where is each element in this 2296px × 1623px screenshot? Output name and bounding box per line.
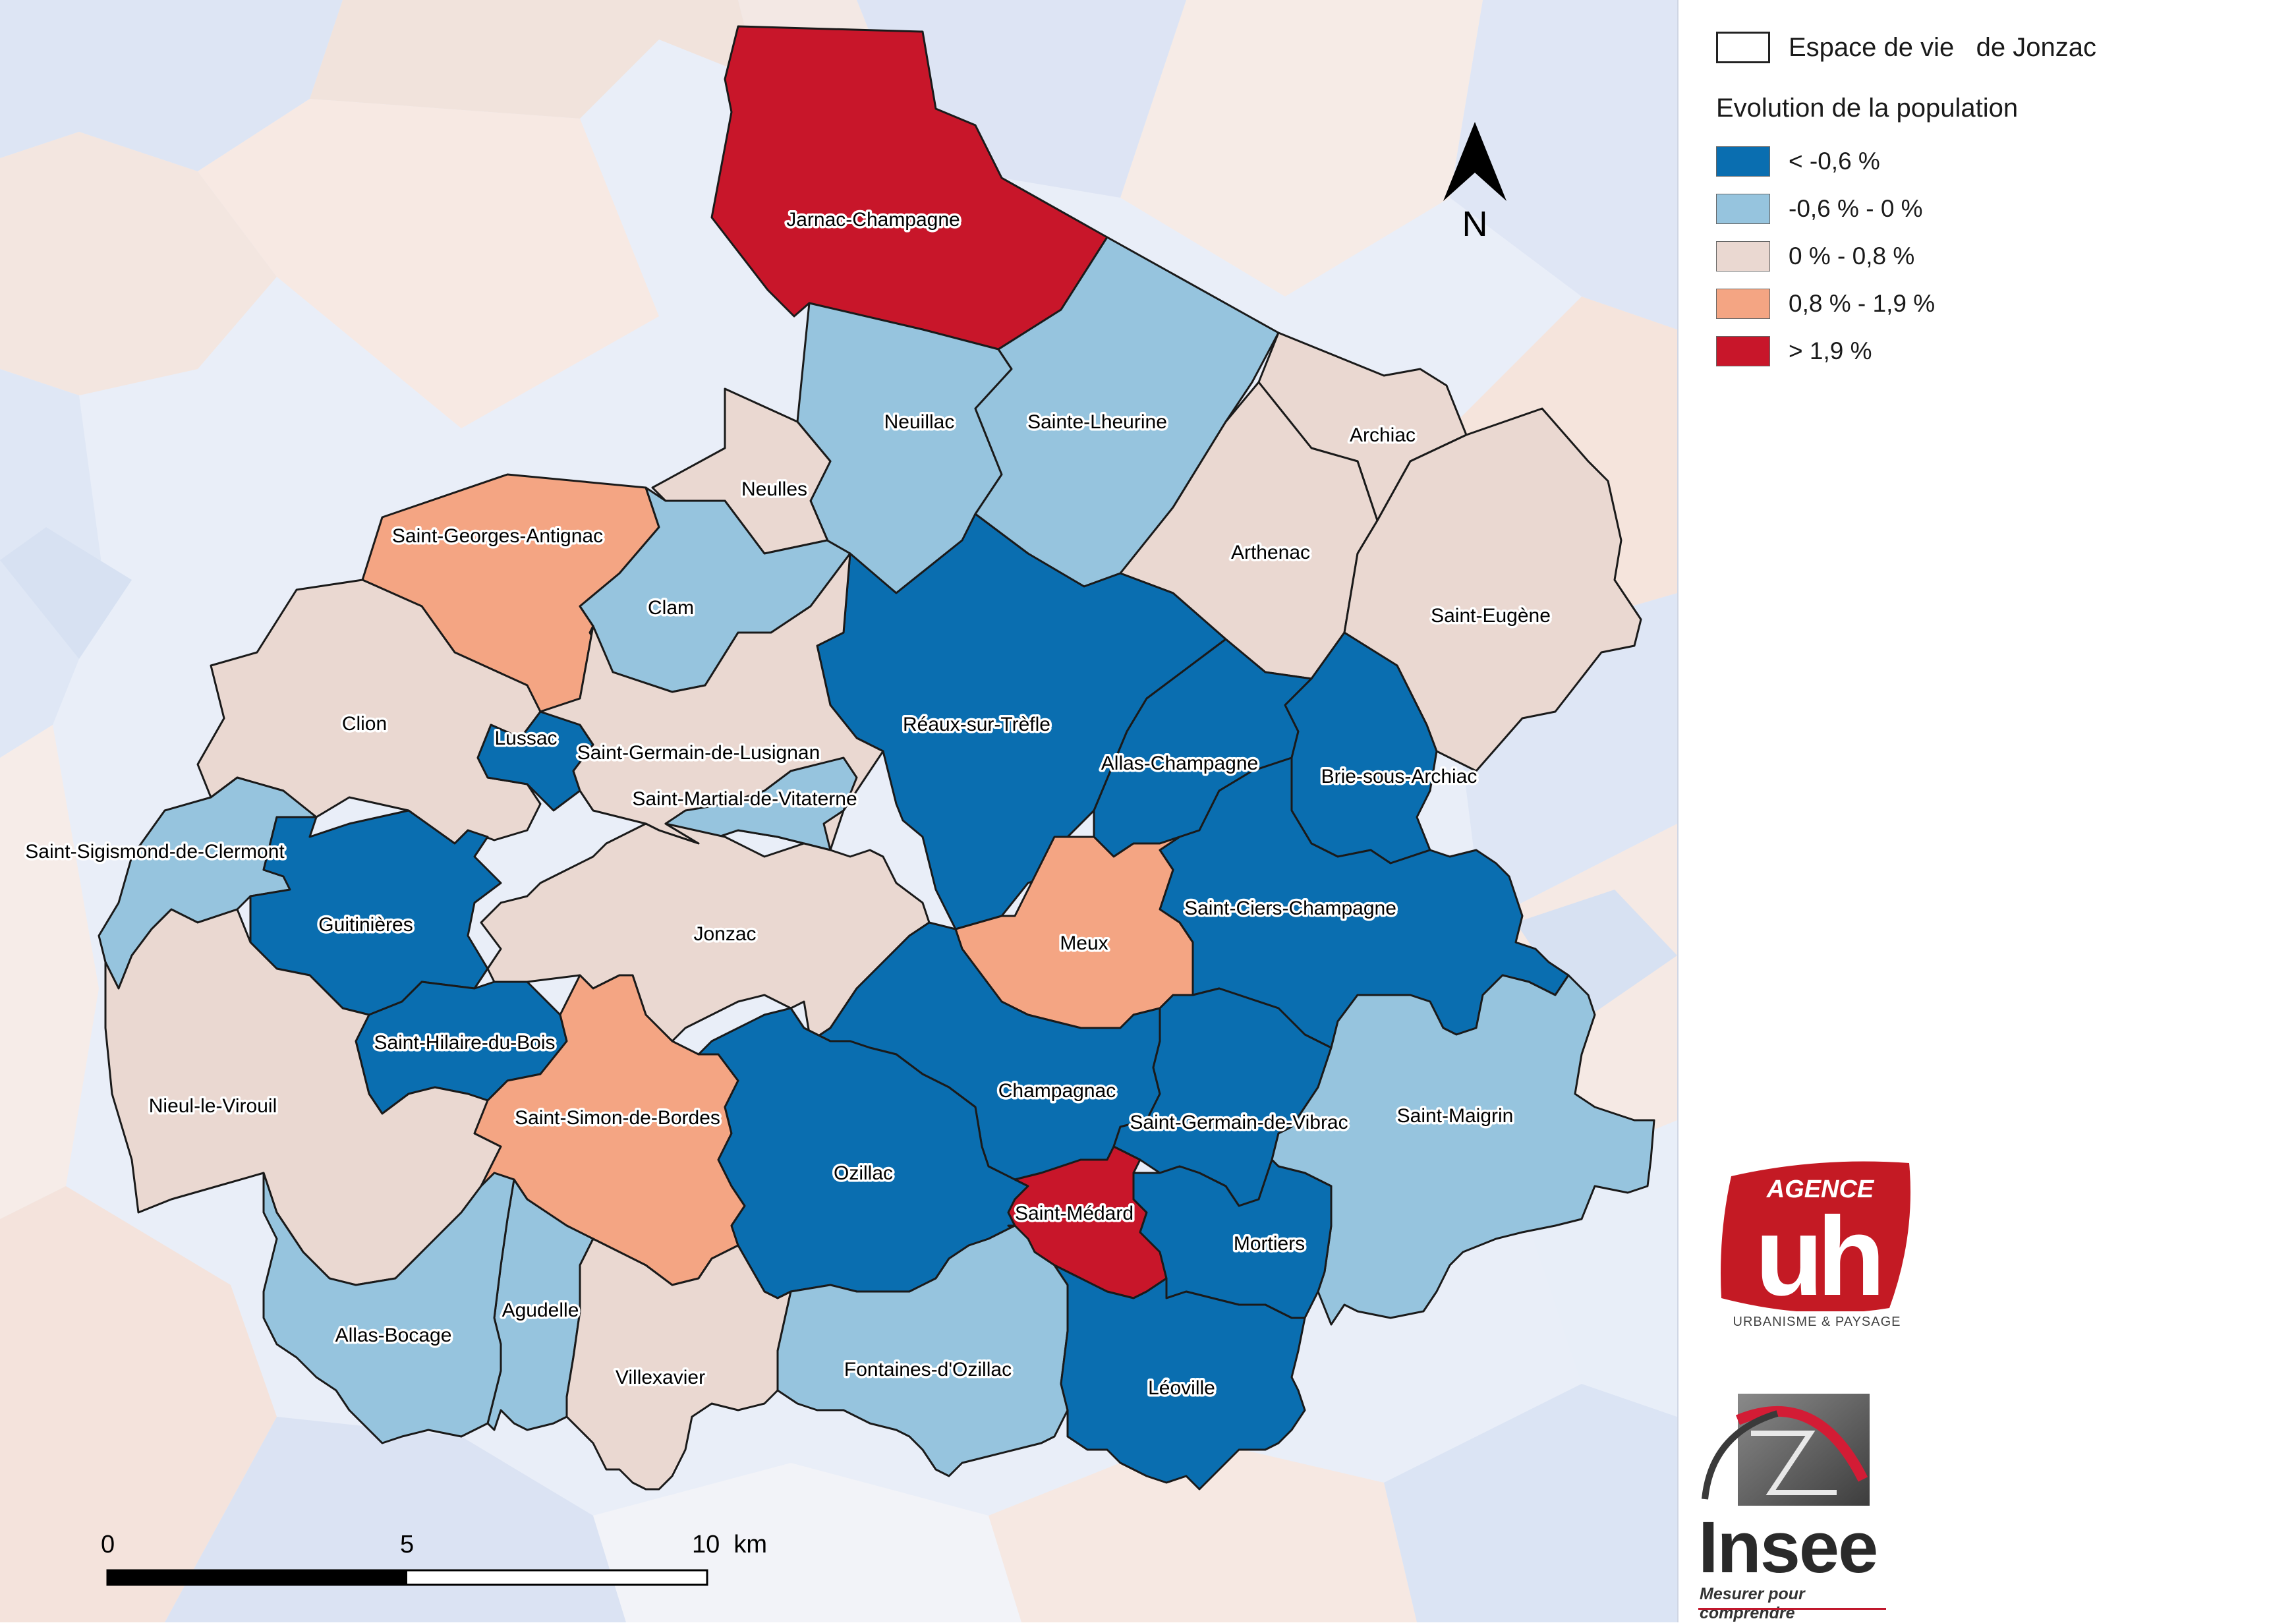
label-jarnac-champagne: Jarnac-Champagne xyxy=(786,209,960,231)
legend-label-0: < -0,6 % xyxy=(1789,148,1880,175)
uh-mark-text: uh xyxy=(1755,1194,1879,1311)
commune-saint-martial-de-vitaterne[interactable] xyxy=(664,756,858,851)
label-saint-simon-de-bordes: Saint-Simon-de-Bordes xyxy=(515,1107,720,1129)
label-saint-georges-antignac: Saint-Georges-Antignac xyxy=(392,525,603,547)
legend-class-1: -0,6 % - 0 % xyxy=(1716,194,1923,224)
commune-mortiers[interactable] xyxy=(1132,1158,1333,1319)
label-fontaines-d-ozillac: Fontaines-d'Ozillac xyxy=(844,1359,1012,1381)
insee-tagline: Mesurer pour comprendre xyxy=(1700,1585,1805,1622)
label-saint-sigismond-de-clermont: Saint-Sigismond-de-Clermont xyxy=(25,841,285,863)
commune-allas-bocage[interactable] xyxy=(262,1172,515,1444)
label-allas-bocage: Allas-Bocage xyxy=(335,1324,452,1346)
label-saint-germain-de-vibrac: Saint-Germain-de-Vibrac xyxy=(1130,1112,1348,1133)
commune-jonzac[interactable] xyxy=(480,822,931,1042)
commune-villexavier[interactable] xyxy=(565,1238,792,1491)
label-guitinieres: Guitinières xyxy=(318,914,413,936)
legend-swatch-2 xyxy=(1716,241,1770,271)
label-saint-medard: Saint-Médard xyxy=(1015,1203,1134,1224)
label-saint-hilaire-du-bois: Saint-Hilaire-du-Bois xyxy=(374,1032,555,1054)
communes-layer xyxy=(98,25,1655,1491)
insee-logo: Insee Mesurer pour comprendre xyxy=(1698,1394,1889,1622)
scale-label-5: 5 xyxy=(400,1531,415,1558)
label-jonzac: Jonzac xyxy=(693,923,756,945)
label-saint-eugene: Saint-Eugène xyxy=(1431,605,1551,627)
legend-label-1: -0,6 % - 0 % xyxy=(1789,195,1923,222)
label-champagnac: Champagnac xyxy=(998,1080,1116,1102)
commune-nieul-le-virouil[interactable] xyxy=(104,908,502,1286)
label-saint-ciers-champagne: Saint-Ciers-Champagne xyxy=(1184,897,1396,919)
label-clam: Clam xyxy=(648,597,694,619)
legend-swatch-3 xyxy=(1716,289,1770,319)
commune-labels: Jarnac-Champagne Neuillac Sainte-Lheurin… xyxy=(23,207,1553,1402)
insee-wordmark: Insee xyxy=(1698,1507,1878,1588)
map-canvas: Jarnac-Champagne Neuillac Sainte-Lheurin… xyxy=(0,0,1677,1622)
legend-swatch-0 xyxy=(1716,146,1770,177)
label-lussac: Lussac xyxy=(494,727,557,749)
legend-class-2: 0 % - 0,8 % xyxy=(1716,241,1914,271)
legend-espace-de-vie: Espace de vie de Jonzac xyxy=(1716,32,2096,63)
label-brie-sous-archiac: Brie-sous-Archiac xyxy=(1321,766,1478,787)
north-arrow: N xyxy=(1443,122,1507,244)
label-saint-maigrin: Saint-Maigrin xyxy=(1397,1105,1514,1127)
scale-bar xyxy=(106,1569,708,1586)
legend-label-4: > 1,9 % xyxy=(1789,337,1872,364)
agence-uh-logo: AGENCE uh URBANISME & PAYSAGE xyxy=(1718,1156,1916,1334)
label-agudelle: Agudelle xyxy=(502,1299,579,1321)
label-ozillac: Ozillac xyxy=(834,1162,893,1184)
uh-agence-text: AGENCE xyxy=(1766,1176,1875,1203)
insee-underline xyxy=(1698,1608,1886,1610)
label-meux: Meux xyxy=(1060,932,1108,954)
legend-outline-swatch xyxy=(1716,32,1770,63)
label-mortiers: Mortiers xyxy=(1234,1233,1305,1255)
label-allas-champagne: Allas-Champagne xyxy=(1101,753,1258,774)
north-label: N xyxy=(1462,204,1488,244)
commune-leoville[interactable] xyxy=(1053,1264,1306,1491)
label-reaux-sur-trefle: Réaux-sur-Trèfle xyxy=(903,714,1050,735)
label-saint-germain-de-lusignan: Saint-Germain-de-Lusignan xyxy=(577,742,820,764)
scale-label-0: 0 xyxy=(101,1531,115,1558)
label-arthenac: Arthenac xyxy=(1231,542,1310,563)
legend-class-0: < -0,6 % xyxy=(1716,146,1880,177)
scale-label-10: 10 km xyxy=(692,1531,768,1558)
legend-evolution-title: Evolution de la population xyxy=(1716,94,2019,123)
legend-label-3: 0,8 % - 1,9 % xyxy=(1789,290,1936,317)
legend-class-3: 0,8 % - 1,9 % xyxy=(1716,289,1935,319)
legend-swatch-1 xyxy=(1716,194,1770,224)
label-neulles: Neulles xyxy=(741,478,807,500)
label-nieul-le-virouil: Nieul-le-Virouil xyxy=(149,1095,277,1117)
label-saint-martial-de-vitaterne: Saint-Martial-de-Vitaterne xyxy=(632,788,857,810)
uh-caption: URBANISME & PAYSAGE xyxy=(1733,1315,1901,1329)
label-sainte-lheurine: Sainte-Lheurine xyxy=(1027,411,1167,433)
label-villexavier: Villexavier xyxy=(616,1367,705,1388)
label-leoville: Léoville xyxy=(1148,1377,1215,1399)
label-neuillac: Neuillac xyxy=(884,411,955,433)
legend-panel: Espace de vie de Jonzac Evolution de la … xyxy=(1677,0,2296,1622)
map-area: Jarnac-Champagne Neuillac Sainte-Lheurin… xyxy=(0,0,1677,1622)
legend-class-4: > 1,9 % xyxy=(1716,336,1872,366)
label-clion: Clion xyxy=(342,713,387,735)
legend-label-2: 0 % - 0,8 % xyxy=(1789,242,1915,270)
commune-clion[interactable] xyxy=(196,579,542,845)
label-archiac: Archiac xyxy=(1350,424,1416,446)
commune-guitinieres[interactable] xyxy=(249,809,502,1016)
legend-swatch-4 xyxy=(1716,336,1770,366)
legend-espace-label: Espace de vie de Jonzac xyxy=(1789,32,2096,62)
